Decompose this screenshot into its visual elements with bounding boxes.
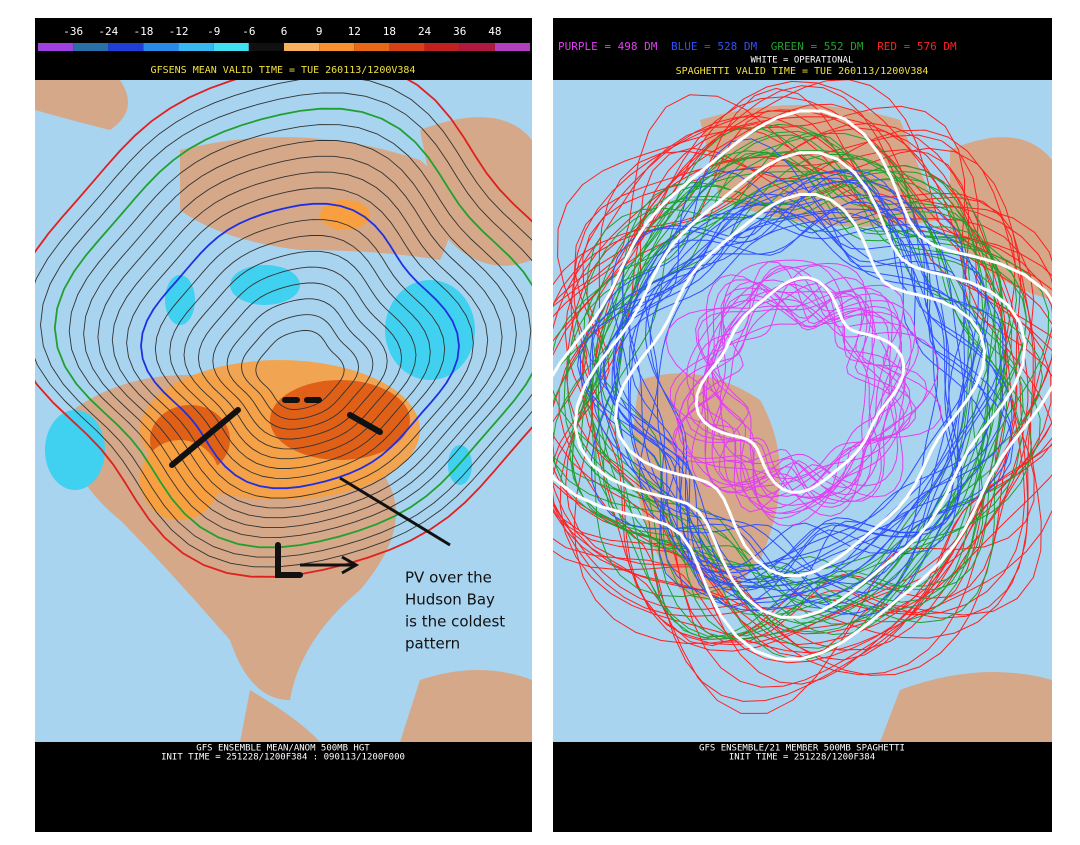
colorbar-swatch (389, 43, 425, 51)
contour (140, 202, 460, 490)
spaghetti-line (611, 180, 967, 573)
right-footer: INIT TIME = 251228/1200F384 (729, 753, 875, 763)
spaghetti-line (629, 170, 1007, 617)
right-header: WHITE = OPERATIONAL (751, 56, 854, 66)
legend-entry: PURPLE = 498 DM (558, 40, 658, 53)
spaghetti-line (553, 94, 1042, 714)
right-header: SPAGHETTI VALID TIME = TUE 260113/1200V3… (676, 66, 929, 77)
spaghetti-line (553, 149, 1052, 646)
operational-line (613, 192, 987, 578)
colorbar-swatch (284, 43, 320, 51)
spaghetti-line (673, 295, 916, 506)
spaghetti-line (702, 264, 899, 487)
spaghetti-line (686, 299, 903, 510)
spaghetti-line (579, 211, 991, 568)
spaghetti-line (563, 151, 996, 639)
contour (197, 266, 403, 450)
left-footer: INIT TIME = 251228/1200F384 : 090113/120… (161, 753, 405, 763)
spaghetti-line (629, 204, 975, 574)
contour (53, 107, 532, 549)
spaghetti-line (629, 195, 965, 615)
left-footer: GFS ENSEMBLE MEAN/ANOM 500MB HGT (196, 744, 370, 754)
spaghetti-line (571, 150, 1004, 610)
annotation-line: is the coldest (405, 613, 505, 631)
colorbar-label: -12 (169, 25, 189, 38)
spaghetti-line (599, 169, 959, 609)
annotation-line: PV over the (405, 569, 492, 587)
contour (111, 171, 489, 509)
colorbar-swatch (213, 43, 249, 51)
colorbar-swatch (459, 43, 495, 51)
contour (154, 219, 446, 479)
colorbar-label: 24 (418, 25, 432, 38)
contour (241, 314, 359, 420)
colorbar-swatch (108, 43, 144, 51)
spaghetti-line (553, 127, 1018, 676)
colorbar-swatch (424, 43, 460, 51)
spaghetti-line (649, 210, 991, 588)
colorbar-swatch (319, 43, 355, 51)
colorbar-label: 48 (488, 25, 501, 38)
operational-line (694, 276, 906, 494)
colorbar-label: 9 (316, 25, 323, 38)
colorbar-label: -18 (133, 25, 153, 38)
contour (97, 155, 503, 519)
colorbar-label: 12 (348, 25, 361, 38)
contour (35, 80, 532, 578)
annotation-line: pattern (405, 635, 460, 653)
contour (212, 282, 388, 440)
colorbar-label: -6 (242, 25, 255, 38)
spaghetti-line (665, 262, 913, 488)
legend-entry: RED = 576 DM (877, 40, 957, 53)
contour (169, 235, 431, 469)
contour (35, 80, 532, 568)
spaghetti-line (669, 278, 906, 498)
legend-entry: BLUE = 528 DM (671, 40, 757, 53)
contour (40, 92, 532, 558)
right-footer: GFS ENSEMBLE/21 MEMBER 500MB SPAGHETTI (699, 744, 905, 754)
contour (226, 298, 374, 430)
spaghetti-line (707, 279, 916, 497)
colorbar-swatch (178, 43, 214, 51)
spaghetti-line (719, 292, 905, 499)
spaghetti-line (614, 177, 939, 585)
left-header: GFSENS MEAN VALID TIME = TUE 260113/1200… (151, 65, 416, 76)
legend-entry: GREEN = 552 DM (771, 40, 864, 53)
colorbar-swatch (354, 43, 390, 51)
spaghetti-line (559, 116, 1052, 654)
contour (68, 124, 532, 538)
operational-line (573, 151, 1027, 619)
colorbar-label: 18 (383, 25, 396, 38)
spaghetti-line (711, 289, 912, 527)
colorbar-label: -36 (63, 25, 83, 38)
contour (126, 187, 474, 499)
colorbar-label: 36 (453, 25, 466, 38)
right-map (553, 80, 1052, 742)
spaghetti-line (673, 283, 882, 503)
spaghetti-line (595, 153, 989, 610)
spaghetti-line (638, 193, 989, 594)
spaghetti-line (553, 80, 1029, 639)
spaghetti-line (685, 284, 942, 498)
operational-line (553, 109, 1052, 661)
colorbar-swatch (248, 43, 284, 51)
spaghetti-line (692, 261, 876, 513)
spaghetti-line (716, 290, 928, 508)
left-map (35, 80, 532, 742)
colorbar-swatch (143, 43, 179, 51)
spaghetti-line (611, 181, 963, 585)
colorbar-label: 6 (281, 25, 288, 38)
spaghetti-line (577, 208, 1014, 601)
spaghetti-line (603, 168, 1005, 604)
contour (183, 250, 417, 460)
colorbar-swatch (494, 43, 530, 51)
contour (83, 139, 517, 529)
colorbar-label: -24 (98, 25, 118, 38)
colorbar-label: -9 (207, 25, 220, 38)
colorbar-swatch (38, 43, 74, 51)
colorbar-swatch (73, 43, 109, 51)
spaghetti-line (553, 122, 1029, 676)
annotation-line: Hudson Bay (405, 591, 495, 609)
